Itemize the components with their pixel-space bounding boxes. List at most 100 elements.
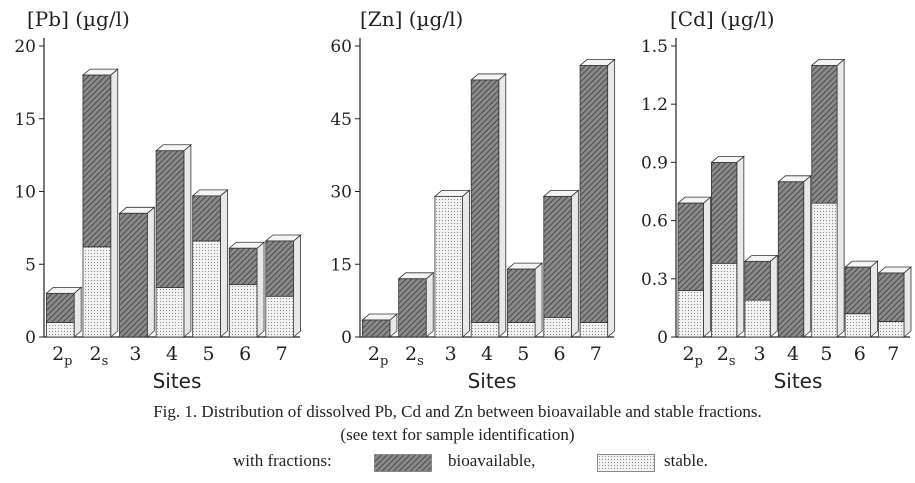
bar-side-face xyxy=(769,254,778,338)
y-tick-label: 0 xyxy=(25,328,36,348)
bar-stable-segment xyxy=(744,299,771,338)
bar-stable-segment xyxy=(228,284,258,338)
y-tick-label: 1.2 xyxy=(641,95,668,115)
bar-bioavailable-segment xyxy=(398,278,427,338)
bar-side-face xyxy=(736,155,745,338)
x-tick-label: 7 xyxy=(887,343,899,365)
x-axis-label: Sites xyxy=(468,369,517,393)
y-tick-label: 20 xyxy=(14,37,36,57)
bar-bioavailable-segment xyxy=(844,266,871,315)
bar-stable-segment xyxy=(878,321,905,338)
legend-prefix: with fractions: xyxy=(233,451,332,470)
y-tick-label: 60 xyxy=(330,37,352,57)
bar-side-face xyxy=(870,260,878,338)
y-tick-label: 5 xyxy=(25,255,36,275)
bar-stable-segment xyxy=(677,290,704,338)
x-tick-label: 7 xyxy=(276,343,288,365)
chart-title: [Pb] (µg/l) xyxy=(27,7,130,31)
bar-side-face xyxy=(183,143,192,338)
x-tick-label: 5 xyxy=(820,343,832,365)
bar-bioavailable-segment xyxy=(811,65,838,204)
bar-side-face xyxy=(256,241,265,338)
bar-bioavailable-segment xyxy=(543,195,572,319)
figure-caption-note: (see text for sample identification) xyxy=(340,425,575,444)
x-tick-label: 2p xyxy=(52,343,72,369)
x-axis-label: Sites xyxy=(774,369,823,393)
bar-bioavailable-segment xyxy=(82,74,112,248)
y-tick-label: 0 xyxy=(341,328,352,348)
x-tick-label: 3 xyxy=(129,343,141,365)
bar-bioavailable-segment xyxy=(265,240,295,297)
bar-bioavailable-segment xyxy=(470,79,500,323)
bar-side-face xyxy=(903,266,912,338)
legend-label-stable: stable. xyxy=(664,451,708,470)
y-tick-label: 1.5 xyxy=(641,37,668,57)
bar-bioavailable-segment xyxy=(155,150,185,288)
x-tick-label: 6 xyxy=(854,343,866,365)
y-tick-label: 0.3 xyxy=(641,270,668,290)
legend-swatch-stable xyxy=(597,454,655,472)
legend-swatch-bioavailable xyxy=(374,454,432,472)
bar-bioavailable-segment xyxy=(192,195,221,242)
bar-bioavailable-segment xyxy=(744,260,771,301)
bar-side-face xyxy=(607,58,616,338)
x-tick-label: 4 xyxy=(481,343,493,365)
bar-stable-segment xyxy=(470,322,500,338)
bar-bioavailable-segment xyxy=(228,247,258,286)
bar-bioavailable-segment xyxy=(361,319,391,338)
bar-bioavailable-segment xyxy=(711,161,738,264)
x-tick-label: 7 xyxy=(590,343,602,365)
bar-stable-segment xyxy=(192,240,221,338)
x-tick-label: 4 xyxy=(787,343,799,365)
bar-stable-segment xyxy=(45,322,75,338)
x-tick-label: 5 xyxy=(203,343,215,365)
bar-stable-segment xyxy=(507,322,536,338)
bar-bioavailable-segment xyxy=(878,272,905,322)
chart-title: [Zn] (µg/l) xyxy=(360,7,463,31)
bar-stable-segment xyxy=(543,317,572,338)
x-tick-label: 5 xyxy=(517,343,529,365)
bar-stable-segment xyxy=(711,262,738,338)
bar-bioavailable-segment xyxy=(777,181,805,338)
bar-stable-segment xyxy=(155,287,185,338)
bar-bioavailable-segment xyxy=(677,202,704,291)
bar-side-face xyxy=(803,174,812,338)
bar-stable-segment xyxy=(844,313,871,338)
figure-caption: Fig. 1. Distribution of dissolved Pb, Cd… xyxy=(153,402,762,421)
legend: with fractions: bioavailable, stable. xyxy=(0,448,915,478)
x-tick-label: 2p xyxy=(683,343,703,369)
bar-bioavailable-segment xyxy=(119,212,148,338)
bar-side-face xyxy=(462,189,470,338)
bar-bioavailable-segment xyxy=(579,65,609,323)
bar-stable-segment xyxy=(811,202,838,338)
bar-side-face xyxy=(146,206,155,338)
x-tick-label: 2p xyxy=(368,343,388,369)
x-tick-label: 4 xyxy=(166,343,178,365)
bar-side-face xyxy=(220,188,228,338)
x-axis-label: Sites xyxy=(153,369,202,393)
bar-side-face xyxy=(498,73,507,338)
bar-side-face xyxy=(534,262,543,338)
bar-side-face xyxy=(570,189,579,338)
bar-stable-segment xyxy=(82,246,112,338)
bar-side-face xyxy=(836,58,845,338)
bar-stable-segment xyxy=(434,195,463,338)
bar-side-face xyxy=(73,286,82,338)
x-tick-label: 3 xyxy=(445,343,457,365)
y-tick-label: 15 xyxy=(14,110,36,130)
x-tick-label: 6 xyxy=(554,343,566,365)
bar-side-face xyxy=(425,271,434,338)
bar-side-face xyxy=(293,234,302,338)
legend-label-bioavailable: bioavailable, xyxy=(448,451,536,470)
chart-title: [Cd] (µg/l) xyxy=(670,7,775,31)
y-tick-label: 0.9 xyxy=(641,153,668,173)
bar-stable-segment xyxy=(265,295,295,338)
y-tick-label: 0.6 xyxy=(641,212,668,232)
y-tick-label: 15 xyxy=(330,255,352,275)
bar-side-face xyxy=(110,68,119,338)
x-tick-label: 6 xyxy=(239,343,251,365)
y-tick-label: 10 xyxy=(14,183,36,203)
bar-stable-segment xyxy=(579,322,609,338)
x-tick-label: 2s xyxy=(89,343,108,369)
